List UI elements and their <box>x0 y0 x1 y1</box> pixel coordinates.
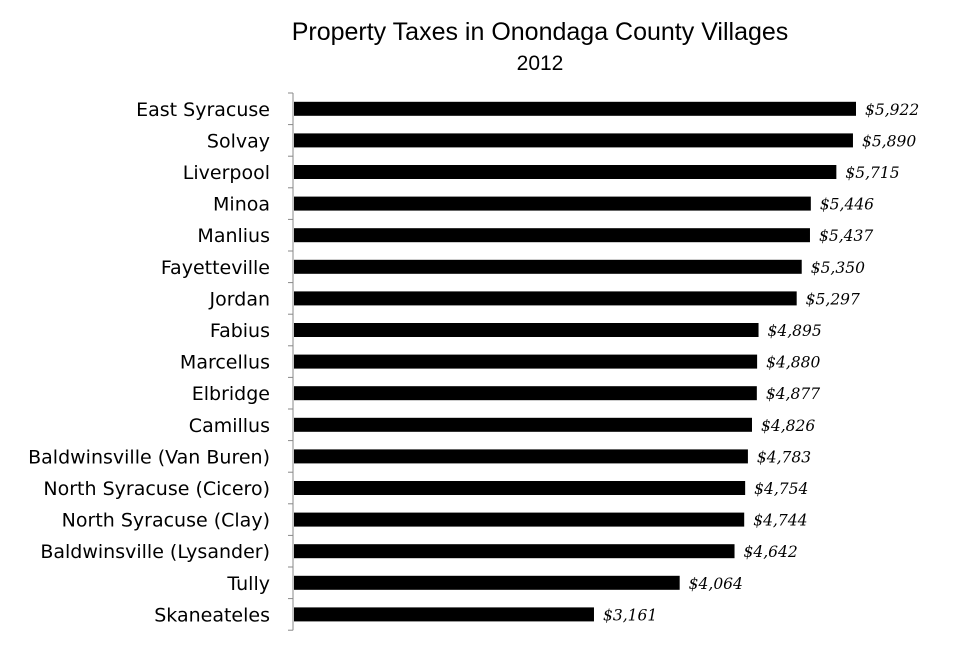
value-label: $5,890 <box>862 132 916 150</box>
category-label: Manlius <box>197 225 270 247</box>
category-label: Solvay <box>207 130 270 152</box>
category-label: Marcellus <box>180 352 270 374</box>
bar <box>294 417 752 432</box>
category-label: Elbridge <box>192 383 270 405</box>
bar <box>294 544 735 559</box>
bar <box>294 449 748 464</box>
bar <box>294 512 745 527</box>
category-label: East Syracuse <box>136 99 270 121</box>
category-label: North Syracuse (Cicero) <box>43 478 270 500</box>
value-label: $4,783 <box>757 448 811 466</box>
bar <box>294 323 759 337</box>
value-label: $5,715 <box>845 164 899 182</box>
category-label: North Syracuse (Clay) <box>62 510 270 532</box>
value-label: $4,754 <box>754 480 808 498</box>
category-label: Minoa <box>213 194 270 216</box>
value-label: $4,895 <box>768 322 822 340</box>
category-label: Baldwinsville (Van Buren) <box>28 446 270 468</box>
value-label: $4,880 <box>766 354 820 372</box>
bar <box>294 386 757 401</box>
category-label: Fabius <box>210 320 270 342</box>
category-label: Baldwinsville (Lysander) <box>40 541 270 563</box>
value-label: $4,877 <box>766 385 820 403</box>
bar <box>294 575 680 590</box>
category-label: Tully <box>226 573 270 595</box>
bar <box>294 481 746 495</box>
category-label: Jordan <box>209 288 270 310</box>
bar <box>294 607 594 622</box>
value-label: $5,350 <box>811 259 865 277</box>
value-label: $5,922 <box>865 101 919 119</box>
value-label: $3,161 <box>603 606 657 624</box>
y-axis-ticks <box>288 92 293 631</box>
value-label: $5,297 <box>806 290 860 308</box>
bar <box>294 165 837 179</box>
value-label: $4,826 <box>761 417 815 435</box>
value-label: $4,064 <box>689 575 743 593</box>
category-labels: East Syracuse Solvay Liverpool Minoa Manlius… <box>28 99 270 627</box>
value-label: $4,642 <box>744 543 798 561</box>
category-label: Liverpool <box>183 162 270 184</box>
bar <box>294 291 797 306</box>
bar <box>294 259 802 274</box>
category-label: Skaneateles <box>154 604 270 626</box>
bar <box>294 101 856 116</box>
value-labels: $5,922 $5,890 $5,715 $5,446 $5,437 $5,350 $5,2… <box>603 101 919 625</box>
value-label: $4,744 <box>753 512 807 530</box>
bar <box>294 354 758 369</box>
bar <box>294 133 853 148</box>
chart-subtitle: 2012 <box>516 52 564 75</box>
bar <box>294 196 811 211</box>
chart-title: Property Taxes in Onondaga County Villag… <box>291 18 789 46</box>
value-label: $5,446 <box>820 196 874 214</box>
category-label: Camillus <box>189 415 270 437</box>
value-label: $5,437 <box>819 227 873 245</box>
bars-group <box>294 101 856 622</box>
category-label: Fayetteville <box>161 257 270 279</box>
bar <box>294 228 810 243</box>
